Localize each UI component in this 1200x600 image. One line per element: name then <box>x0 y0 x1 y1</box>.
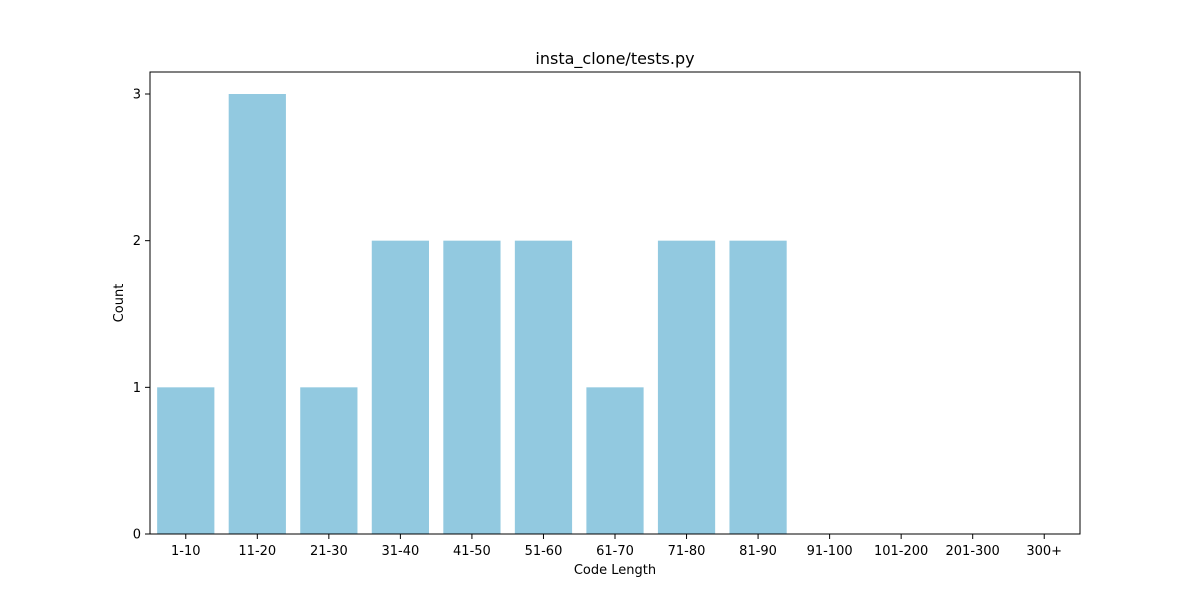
x-tick-label: 101-200 <box>874 544 928 559</box>
x-tick-label: 51-60 <box>525 544 563 559</box>
bar-61-70 <box>586 387 644 534</box>
bar-31-40 <box>371 240 429 535</box>
y-axis: 0 1 2 3 <box>133 88 150 543</box>
chart-title: insta_clone/tests.py <box>535 49 694 69</box>
x-tick-label: 91-100 <box>807 544 853 559</box>
x-tick-label: 201-300 <box>946 544 1000 559</box>
y-tick-label: 2 <box>133 234 141 249</box>
bar-51-60 <box>514 240 573 535</box>
x-tick-label: 41-50 <box>453 544 491 559</box>
y-tick-label: 0 <box>133 528 141 543</box>
y-tick-label: 3 <box>133 88 141 103</box>
bar-71-80 <box>657 240 716 535</box>
x-tick-label: 1-10 <box>171 544 201 559</box>
x-tick-label: 300+ <box>1026 544 1062 559</box>
bar-1-10 <box>157 387 215 534</box>
bar-21-30 <box>300 387 358 534</box>
x-tick-label: 61-70 <box>596 544 634 559</box>
bar-41-50 <box>443 240 501 535</box>
bar-81-90 <box>729 240 787 535</box>
y-axis-label: Count <box>112 284 127 323</box>
x-tick-label: 21-30 <box>310 544 348 559</box>
x-tick-label: 81-90 <box>739 544 777 559</box>
plot-area <box>157 94 787 535</box>
y-tick-label: 1 <box>133 381 141 396</box>
x-tick-label: 11-20 <box>238 544 276 559</box>
x-axis: 1-10 11-20 21-30 31-40 41-50 51-60 61-70 71-80 8… <box>171 534 1062 559</box>
x-tick-label: 31-40 <box>381 544 419 559</box>
x-tick-label: 71-80 <box>668 544 706 559</box>
bar-11-20 <box>228 94 286 534</box>
x-axis-label: Code Length <box>574 563 656 578</box>
